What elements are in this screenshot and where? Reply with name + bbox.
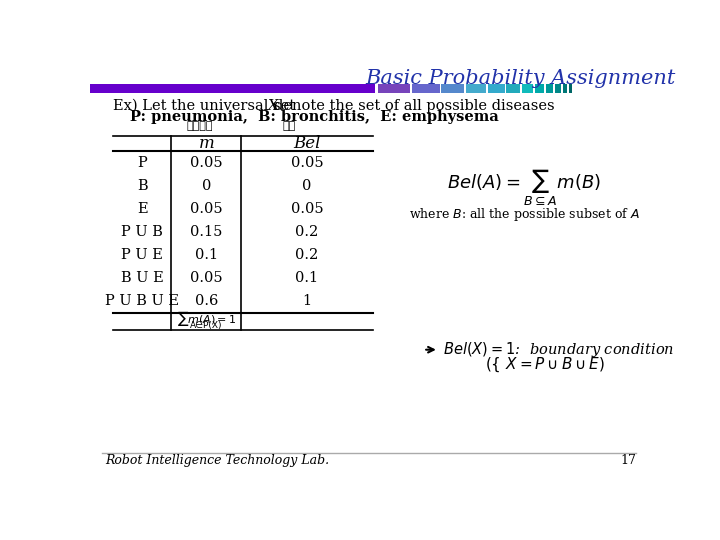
Text: X: X: [269, 99, 279, 113]
Text: 0: 0: [302, 179, 312, 193]
Text: 0.05: 0.05: [190, 156, 222, 170]
Bar: [563, 84, 567, 92]
Bar: [522, 84, 534, 92]
Bar: [546, 84, 554, 92]
Text: m: m: [199, 135, 214, 152]
Bar: [441, 84, 464, 92]
Text: P U B: P U B: [122, 225, 163, 239]
Bar: [506, 84, 520, 92]
Text: Robot Intelligence Technology Lab.: Robot Intelligence Technology Lab.: [106, 454, 330, 467]
Text: Bel: Bel: [293, 135, 320, 152]
Text: 0.05: 0.05: [291, 202, 323, 216]
Bar: [555, 84, 561, 92]
Text: P: P: [138, 156, 147, 170]
Text: where $\mathbf{\it{B}}$: all the possible subset of $\mathit{A}$: where $\mathbf{\it{B}}$: all the possibl…: [408, 206, 639, 224]
Text: B: B: [137, 179, 148, 193]
Bar: [466, 84, 486, 92]
Bar: [377, 84, 410, 92]
Text: $Bel(X) = 1$:  boundary condition: $Bel(X) = 1$: boundary condition: [443, 340, 674, 359]
Bar: [569, 84, 572, 92]
Text: Ex) Let the universal set: Ex) Let the universal set: [113, 99, 300, 113]
Text: 0.2: 0.2: [295, 225, 319, 239]
Bar: [90, 84, 375, 92]
Text: A∈P(X): A∈P(X): [190, 321, 222, 329]
Text: 0.05: 0.05: [190, 202, 222, 216]
Text: 0.05: 0.05: [291, 156, 323, 170]
Bar: [535, 84, 544, 92]
Text: B U E: B U E: [121, 271, 163, 285]
Text: P U E: P U E: [122, 248, 163, 262]
Text: 0.1: 0.1: [295, 271, 318, 285]
Text: 0.05: 0.05: [190, 271, 222, 285]
Text: $(\{\ X = P \cup B \cup E)$: $(\{\ X = P \cup B \cup E)$: [485, 356, 605, 374]
Text: 0.15: 0.15: [190, 225, 222, 239]
Text: 기종: 기종: [282, 120, 295, 131]
Text: P U B U E: P U B U E: [105, 294, 179, 308]
Text: 1: 1: [302, 294, 312, 308]
Text: 0: 0: [202, 179, 211, 193]
Text: $Bel(A) = \sum_{B \subseteq A} m(B)$: $Bel(A) = \sum_{B \subseteq A} m(B)$: [447, 168, 601, 208]
Text: 0.2: 0.2: [295, 248, 319, 262]
Text: 0.1: 0.1: [194, 248, 218, 262]
Text: 기관지염: 기관지염: [187, 120, 213, 131]
Text: 0.6: 0.6: [194, 294, 218, 308]
Text: P: pneumonia,  B: bronchitis,  E: emphysema: P: pneumonia, B: bronchitis, E: emphysem…: [130, 110, 499, 124]
Text: $\sum m(A)=1$: $\sum m(A)=1$: [176, 309, 236, 328]
Bar: [412, 84, 439, 92]
Text: E: E: [137, 202, 148, 216]
Text: denote the set of all possible diseases: denote the set of all possible diseases: [274, 99, 555, 113]
Text: 17: 17: [621, 454, 636, 467]
Bar: [487, 84, 505, 92]
Text: Basic Probability Assignment: Basic Probability Assignment: [365, 69, 675, 88]
